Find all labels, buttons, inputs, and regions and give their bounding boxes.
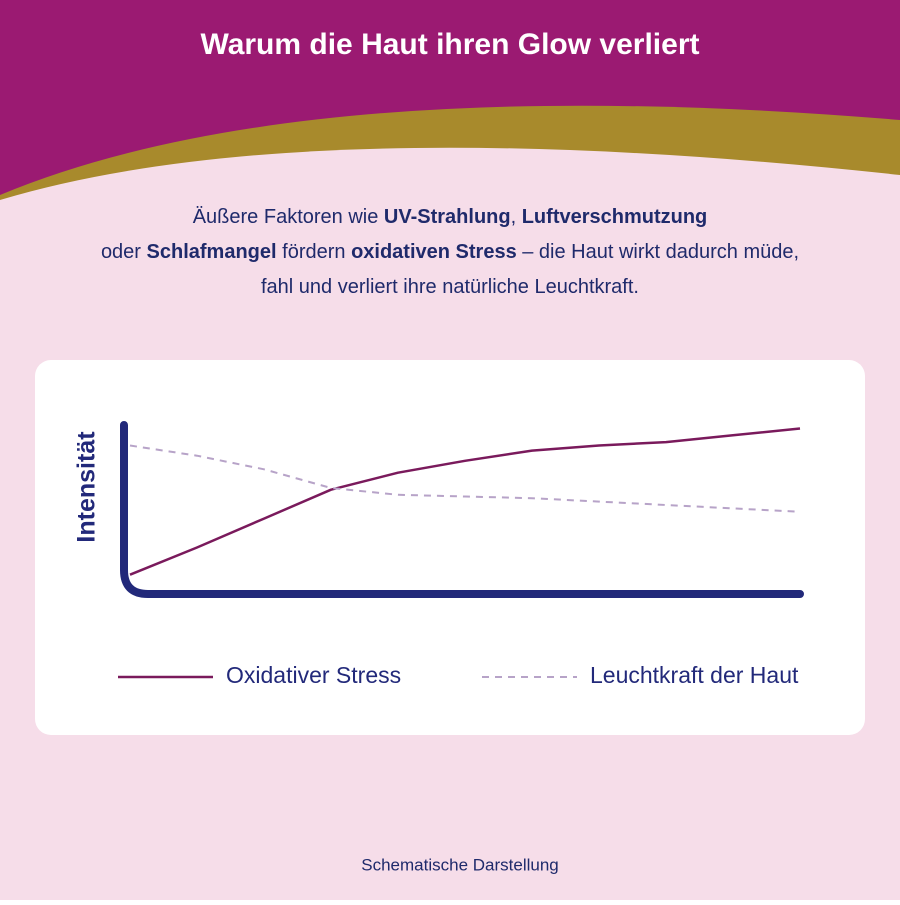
legend-label: Oxidativer Stress [226, 662, 401, 688]
footnote: Schematische Darstellung [361, 855, 558, 874]
intro-bold: oxidativen Stress [351, 241, 517, 263]
intro-line: Äußere Faktoren wie UV-Strahlung, Luftve… [193, 206, 708, 228]
intro: Äußere Faktoren wie UV-Strahlung, Luftve… [101, 206, 799, 298]
series-line [129, 427, 801, 576]
title: Warum die Haut ihren Glow verliert [201, 28, 700, 61]
intro-text: , [511, 206, 522, 228]
chart-card [35, 360, 865, 735]
intro-bold: Luftverschmutzung [522, 206, 708, 228]
intro-text: – die Haut wirkt dadurch müde, [517, 241, 799, 263]
pink-wave [0, 147, 900, 210]
intro-text: fördern [277, 241, 351, 263]
intro-bold: UV-Strahlung [384, 206, 511, 228]
y-axis-label: Intensität [73, 431, 101, 543]
intro-text: oder [101, 241, 147, 263]
intro-line: oder Schlafmangel fördern oxidativen Str… [101, 241, 799, 263]
series-line [129, 444, 801, 513]
intro-line: fahl und verliert ihre natürliche Leucht… [261, 276, 639, 298]
intro-text: Äußere Faktoren wie [193, 206, 384, 228]
intro-bold: Schlafmangel [147, 241, 277, 263]
legend-label: Leuchtkraft der Haut [590, 662, 799, 688]
axes [120, 421, 804, 598]
chart: Intensität Oxidativer Stress Leuchtkraft d… [73, 421, 804, 688]
intro-text: fahl und verliert ihre natürliche Leucht… [261, 276, 639, 298]
